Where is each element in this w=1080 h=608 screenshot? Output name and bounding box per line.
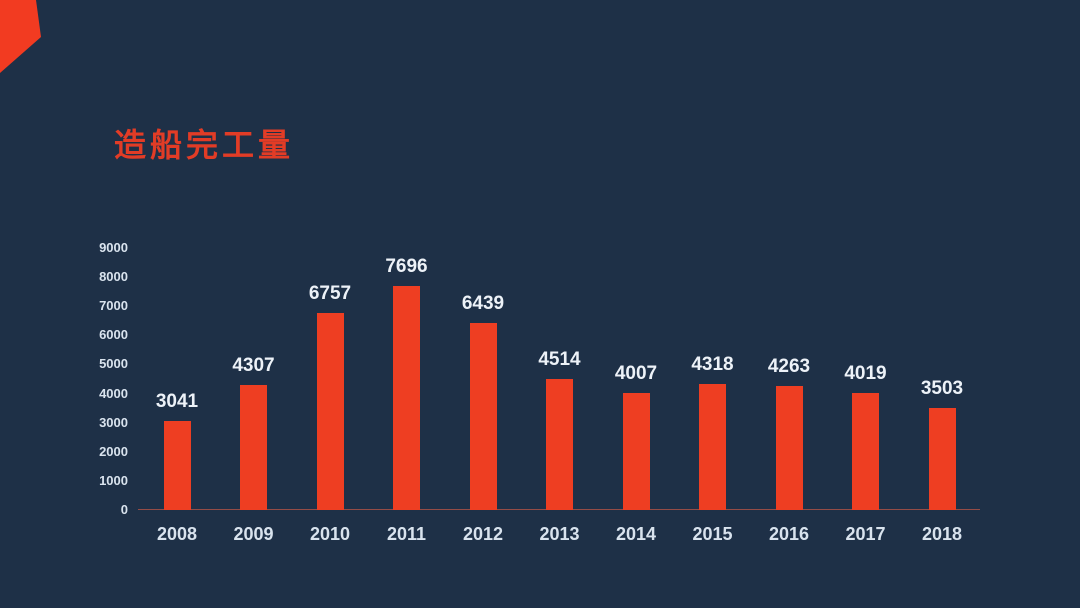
- y-axis-label: 1000: [99, 472, 128, 488]
- bar-value-label: 4514: [538, 349, 581, 370]
- x-axis-label: 2011: [386, 524, 427, 544]
- y-axis-label: 5000: [99, 356, 128, 372]
- bar-value-label: 6439: [461, 293, 505, 314]
- y-axis-label: 9000: [99, 240, 128, 255]
- y-axis-label: 6000: [99, 327, 128, 343]
- bar: [699, 384, 726, 510]
- bar: [546, 379, 573, 510]
- x-axis-label: 2016: [768, 524, 810, 544]
- x-axis-label: 2010: [309, 524, 351, 544]
- bar-value-label: 4019: [844, 363, 887, 384]
- bar: [928, 408, 956, 510]
- bar-value-label: 4007: [614, 363, 658, 384]
- y-axis-label: 7000: [99, 298, 128, 314]
- bar: [852, 393, 879, 510]
- x-axis-label: 2012: [462, 524, 504, 544]
- x-axis-label: 2013: [539, 524, 580, 544]
- x-axis-label: 2017: [845, 524, 886, 544]
- x-axis-label: 2009: [233, 524, 274, 544]
- y-axis-label: 4000: [99, 385, 128, 401]
- bar-value-label: 6757: [308, 283, 352, 304]
- bar-value-label: 3503: [920, 378, 964, 399]
- bar: [316, 313, 344, 510]
- bar: [622, 393, 650, 510]
- x-axis-label: 2015: [692, 524, 733, 544]
- bar: [775, 386, 803, 510]
- bar: [393, 286, 420, 510]
- bar-value-label: 4307: [232, 355, 275, 376]
- bar-value-label: 7696: [385, 256, 428, 277]
- y-axis-label: 2000: [99, 443, 128, 459]
- bar: [240, 385, 267, 510]
- bar: [469, 323, 497, 510]
- x-axis-label: 2014: [615, 524, 657, 544]
- bar: [163, 421, 191, 510]
- bar-value-label: 4318: [691, 354, 734, 375]
- x-axis-label: 2018: [921, 524, 963, 544]
- bar-value-label: 4263: [767, 356, 811, 377]
- y-axis-label: 0: [120, 502, 128, 517]
- bar-value-label: 3041: [155, 391, 199, 412]
- x-axis-label: 2008: [156, 524, 198, 544]
- y-axis-label: 8000: [99, 269, 128, 285]
- page-title: 造船完工量: [114, 127, 295, 163]
- y-axis-label: 3000: [99, 414, 128, 430]
